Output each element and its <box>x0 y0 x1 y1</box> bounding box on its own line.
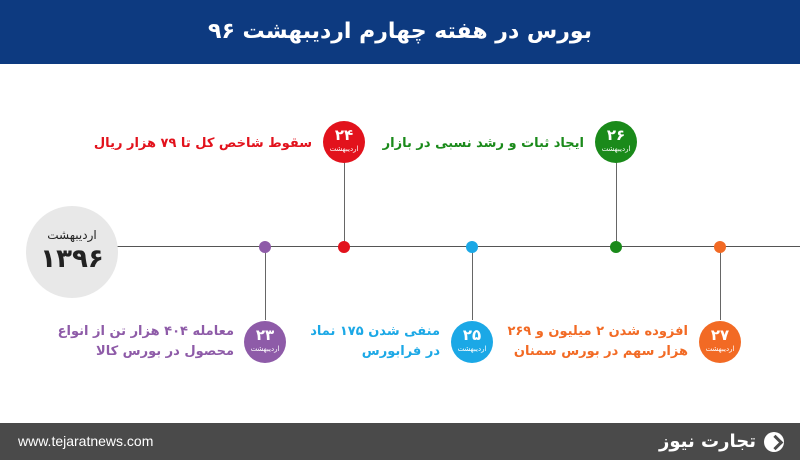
event-day-25: ۲۵ <box>462 326 482 344</box>
event-badge-23: ۲۳ اردیبهشت <box>244 321 286 363</box>
event-stem-23 <box>265 247 266 320</box>
year-marker-year: ۱۳۹۶ <box>40 244 104 274</box>
event-dot-23 <box>259 241 271 253</box>
event-text-26-line1: ایجاد ثبات و رشد نسبی در بازار <box>382 136 584 151</box>
event-dot-24 <box>338 241 350 253</box>
year-marker: اردیبهشت ۱۳۹۶ <box>26 206 118 298</box>
event-dot-27 <box>714 241 726 253</box>
logo-arrow-icon <box>764 432 784 452</box>
page-title: بورس در هفته چهارم اردیبهشت ۹۶ <box>208 19 592 44</box>
event-stem-26 <box>616 162 617 246</box>
event-badge-26: ۲۶ اردیبهشت <box>595 121 637 163</box>
event-day-24: ۲۴ <box>334 126 354 144</box>
event-stem-24 <box>344 162 345 246</box>
event-day-23: ۲۳ <box>255 326 275 344</box>
event-text-23-line2: محصول در بورس کالا <box>96 344 234 359</box>
event-day-26: ۲۶ <box>606 126 626 144</box>
event-badge-25: ۲۵ اردیبهشت <box>451 321 493 363</box>
event-month-23: اردیبهشت <box>250 345 280 353</box>
event-text-25: منفی شدن ۱۷۵ نماد در فرابورس <box>310 322 440 362</box>
footer-bar: www.tejaratnews.com تجارت نیوز <box>0 423 800 460</box>
event-text-25-line1: منفی شدن ۱۷۵ نماد <box>310 324 440 339</box>
timeline-axis <box>70 246 800 247</box>
event-text-27: افزوده شدن ۲ میلیون و ۲۶۹ هزار سهم در بو… <box>507 322 688 362</box>
event-dot-25 <box>466 241 478 253</box>
event-dot-26 <box>610 241 622 253</box>
event-month-24: اردیبهشت <box>329 145 359 153</box>
event-text-27-line2: هزار سهم در بورس سمنان <box>513 344 688 359</box>
event-day-27: ۲۷ <box>710 326 730 344</box>
header-bar: بورس در هفته چهارم اردیبهشت ۹۶ <box>0 0 800 64</box>
event-text-25-line2: در فرابورس <box>361 344 440 359</box>
event-badge-27: ۲۷ اردیبهشت <box>699 321 741 363</box>
footer-url[interactable]: www.tejaratnews.com <box>18 433 154 449</box>
logo-text: تجارت نیوز <box>659 431 756 452</box>
event-month-25: اردیبهشت <box>457 345 487 353</box>
event-text-27-line1: افزوده شدن ۲ میلیون و ۲۶۹ <box>507 324 688 339</box>
event-text-24: سقوط شاخص کل تا ۷۹ هزار ریال <box>94 134 312 154</box>
event-badge-24: ۲۴ اردیبهشت <box>323 121 365 163</box>
event-month-27: اردیبهشت <box>705 345 735 353</box>
event-text-24-line1: سقوط شاخص کل تا ۷۹ هزار ریال <box>93 136 312 151</box>
event-text-23: معامله ۴۰۴ هزار تن از انواع محصول در بور… <box>58 322 234 362</box>
event-stem-25 <box>472 247 473 320</box>
event-stem-27 <box>720 247 721 320</box>
event-text-23-line1: معامله ۴۰۴ هزار تن از انواع <box>57 324 234 339</box>
year-marker-month: اردیبهشت <box>47 228 97 242</box>
event-text-26: ایجاد ثبات و رشد نسبی در بازار <box>383 134 584 154</box>
event-month-26: اردیبهشت <box>601 145 631 153</box>
